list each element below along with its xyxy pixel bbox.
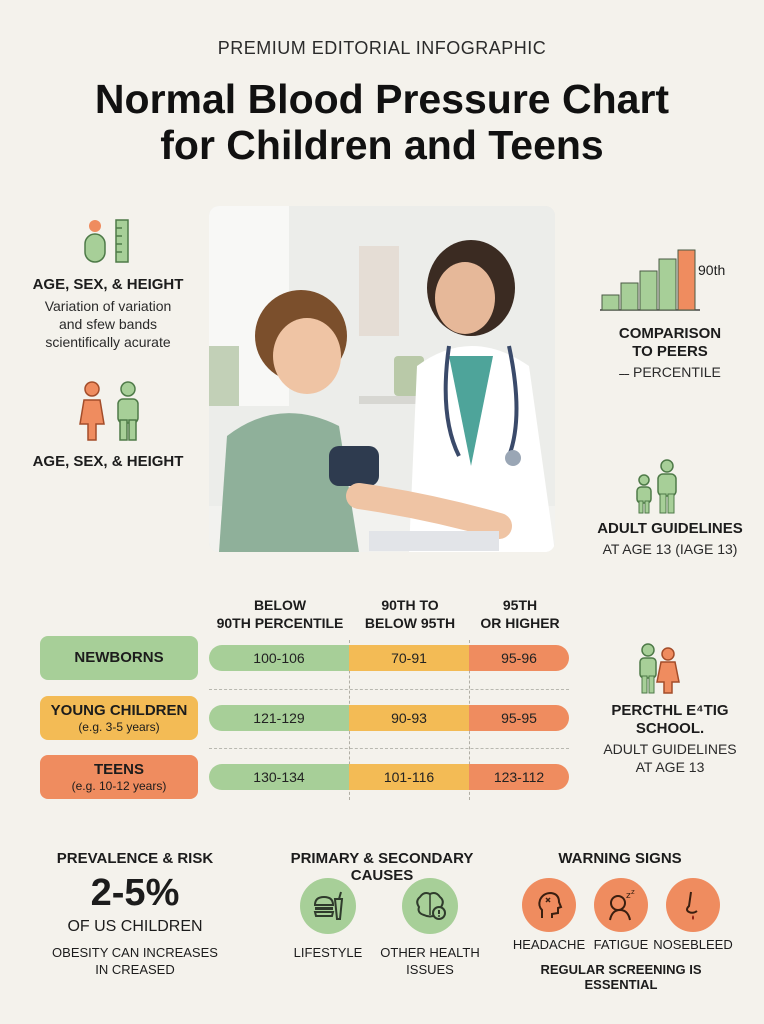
row-divider bbox=[209, 748, 569, 749]
percentile-bar bbox=[620, 282, 639, 311]
warning-label-headache: HEADACHE bbox=[512, 937, 586, 952]
col-header-95th-higher: 95TH OR HIGHER bbox=[480, 597, 560, 631]
percentile-90th-label: 90th bbox=[698, 262, 726, 278]
adult-guidelines-heading: ADULT GUIDELINES bbox=[597, 520, 743, 537]
row-label-teens: TEENS (e.g. 10-12 years) bbox=[40, 755, 198, 799]
col-header-below-90th: BELOW 90TH PERCENTILE bbox=[216, 597, 344, 631]
school-line2: SCHOOL. bbox=[635, 720, 705, 737]
fatigue-icon: z z bbox=[594, 878, 648, 932]
title-line-1: Normal Blood Pressure Chart bbox=[94, 76, 670, 122]
school-line1: PERCTHL E⁴TIG bbox=[611, 702, 729, 719]
bp-bar-teens: 130-134 101-116 123-112 bbox=[209, 764, 569, 790]
left-block1-line2: and sfew bands bbox=[58, 316, 158, 332]
bp-bar-newborns: 100-106 70-91 95-96 bbox=[209, 645, 569, 671]
svg-text:z: z bbox=[626, 891, 631, 901]
value-cell: 123-112 bbox=[469, 764, 569, 790]
cause-label-lifestyle: LIFESTYLE bbox=[293, 945, 363, 960]
comparison-line1: COMPARISON bbox=[618, 325, 722, 342]
prevalence-stat-sub: OF US CHILDREN bbox=[67, 918, 203, 935]
percentile-bar bbox=[601, 294, 620, 311]
percentile-bar-chart bbox=[600, 246, 700, 312]
school-line4: AT AGE 13 bbox=[635, 759, 705, 775]
adult-guidelines-sub: AT AGE 13 (IAGE 13) bbox=[602, 541, 738, 557]
value-cell: 95-95 bbox=[469, 705, 569, 731]
school-line3: ADULT GUIDELINES bbox=[603, 741, 737, 757]
comparison-line3: PERCENTILE bbox=[632, 364, 721, 380]
row-label-young-children: YOUNG CHILDREN (e.g. 3-5 years) bbox=[40, 696, 198, 740]
warning-label-nosebleed: NOSEBLEED bbox=[653, 937, 733, 952]
kicker: PREMIUM EDITORIAL INFOGRAPHIC bbox=[217, 38, 547, 58]
value-cell: 100-106 bbox=[209, 645, 349, 671]
page-title: Normal Blood Pressure Chart for Children… bbox=[0, 76, 764, 168]
prevalence-stat: 2-5% bbox=[90, 872, 180, 914]
fast-food-icon bbox=[300, 878, 356, 934]
value-cell: 130-134 bbox=[209, 764, 349, 790]
percentile-bar bbox=[658, 258, 677, 311]
row-divider bbox=[209, 689, 569, 690]
warning-heading: WARNING SIGNS bbox=[558, 850, 682, 867]
percentile-bar bbox=[677, 249, 696, 311]
headache-icon bbox=[522, 878, 576, 932]
comparison-line2: TO PEERS bbox=[632, 343, 708, 360]
value-cell: 90-93 bbox=[349, 705, 469, 731]
value-cell: 70-91 bbox=[349, 645, 469, 671]
prevalence-heading: PREVALENCE & RISK bbox=[56, 850, 214, 867]
adult-child-icon bbox=[630, 458, 682, 514]
left-block1-heading: AGE, SEX, & HEIGHT bbox=[32, 276, 184, 293]
prevalence-note: OBESITY CAN INCREASES IN CREASED bbox=[52, 945, 218, 977]
value-cell: 95-96 bbox=[469, 645, 569, 671]
screening-footer: REGULAR SCREENING IS ESSENTIAL bbox=[540, 962, 702, 992]
value-cell: 101-116 bbox=[349, 764, 469, 790]
bp-bar-young-children: 121-129 90-93 95-95 bbox=[209, 705, 569, 731]
percentile-bar bbox=[639, 270, 658, 311]
cause-label-other-health: OTHER HEALTH ISSUES bbox=[380, 945, 480, 977]
nosebleed-icon bbox=[666, 878, 720, 932]
col-header-90th-95th: 90TH TO BELOW 95TH bbox=[364, 597, 456, 631]
left-block1-line3: scientifically acurate bbox=[45, 334, 171, 350]
girl-boy-icon bbox=[76, 380, 146, 442]
title-line-2: for Children and Teens bbox=[160, 122, 604, 168]
child-height-ruler-icon bbox=[80, 216, 135, 266]
warning-label-fatigue: FATIGUE bbox=[593, 937, 649, 952]
doctor-child-photo bbox=[209, 206, 555, 552]
brain-alert-icon bbox=[402, 878, 458, 934]
svg-text:z: z bbox=[631, 888, 635, 896]
siblings-icon bbox=[636, 642, 682, 694]
left-block1-line1: Variation of variation bbox=[44, 298, 172, 314]
causes-heading: PRIMARY & SECONDARY CAUSES bbox=[290, 850, 474, 884]
value-cell: 121-129 bbox=[209, 705, 349, 731]
row-label-newborns: NEWBORNS bbox=[40, 636, 198, 680]
ruler-small-icon: ⎯⎯ bbox=[619, 369, 630, 380]
left-block2-heading: AGE, SEX, & HEIGHT bbox=[32, 453, 184, 470]
